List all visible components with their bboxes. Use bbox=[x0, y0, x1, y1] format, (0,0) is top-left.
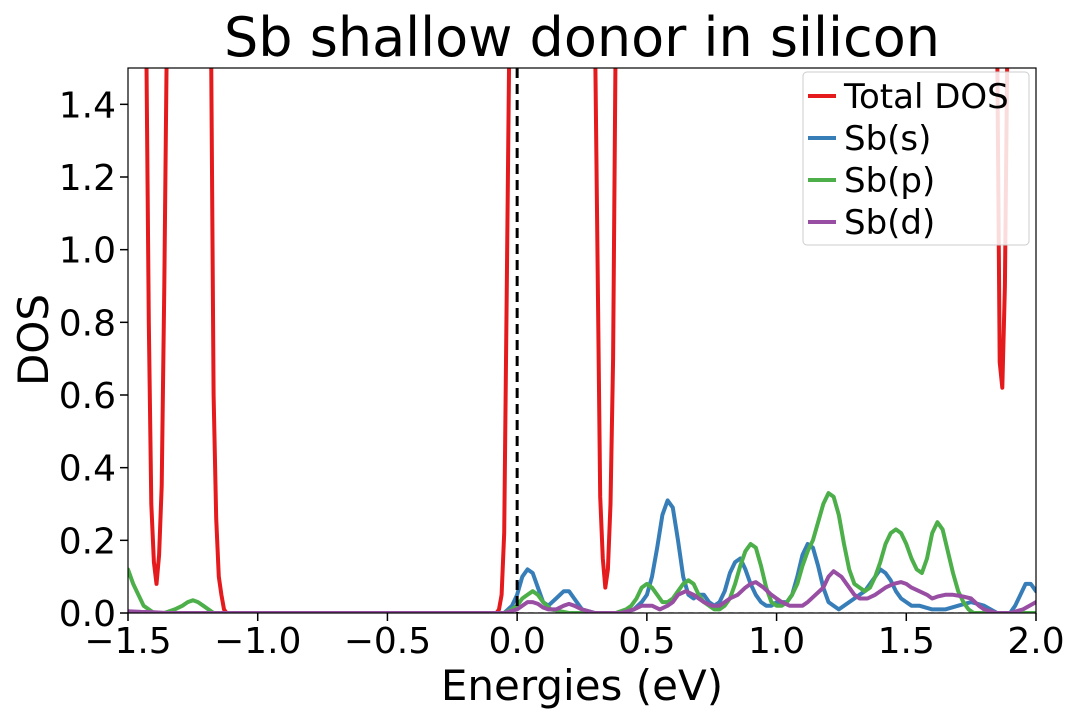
chart-title: Sb shallow donor in silicon bbox=[224, 6, 940, 69]
x-tick-label: 1.5 bbox=[878, 621, 935, 662]
tick-layer: −1.5 −1.0 −0.5 0.0 0.5 1.0 1.5 2.0 0.0 0.2 0.4 0.6 0… bbox=[59, 85, 1065, 662]
x-axis-label: Energies (eV) bbox=[441, 661, 723, 710]
series-layer bbox=[128, 68, 1036, 613]
x-tick-label: −1.0 bbox=[214, 621, 301, 662]
x-tick-label: −1.5 bbox=[84, 621, 171, 662]
y-tick-label: 0.2 bbox=[59, 521, 116, 562]
y-tick-label: 1.0 bbox=[59, 231, 116, 272]
x-tick-label: −0.5 bbox=[344, 621, 431, 662]
y-tick-label: 0.0 bbox=[59, 594, 116, 635]
y-tick-label: 0.8 bbox=[59, 303, 116, 344]
legend-label-sb-s: Sb(s) bbox=[844, 119, 931, 159]
legend-label-total-dos: Total DOS bbox=[843, 77, 1009, 117]
y-tick-label: 1.4 bbox=[59, 85, 116, 126]
y-tick-label: 0.6 bbox=[59, 376, 116, 417]
legend-label-sb-d: Sb(d) bbox=[844, 203, 935, 243]
x-tick-label: 1.0 bbox=[748, 621, 805, 662]
y-axis-label: DOS bbox=[9, 294, 58, 386]
x-tick-label: 2.0 bbox=[1007, 621, 1064, 662]
plot-frame bbox=[127, 67, 1037, 614]
legend-label-sb-p: Sb(p) bbox=[844, 161, 935, 201]
series-line-sb-p bbox=[128, 491, 1036, 613]
x-tick-label: 0.0 bbox=[489, 621, 546, 662]
legend-box bbox=[802, 71, 1030, 246]
y-tick-label: 1.2 bbox=[59, 158, 116, 199]
y-tick-label: 0.4 bbox=[59, 449, 116, 490]
series-line-total-dos bbox=[144, 68, 1010, 613]
x-tick-label: 0.5 bbox=[618, 621, 675, 662]
series-line-sb-d bbox=[128, 569, 1036, 613]
